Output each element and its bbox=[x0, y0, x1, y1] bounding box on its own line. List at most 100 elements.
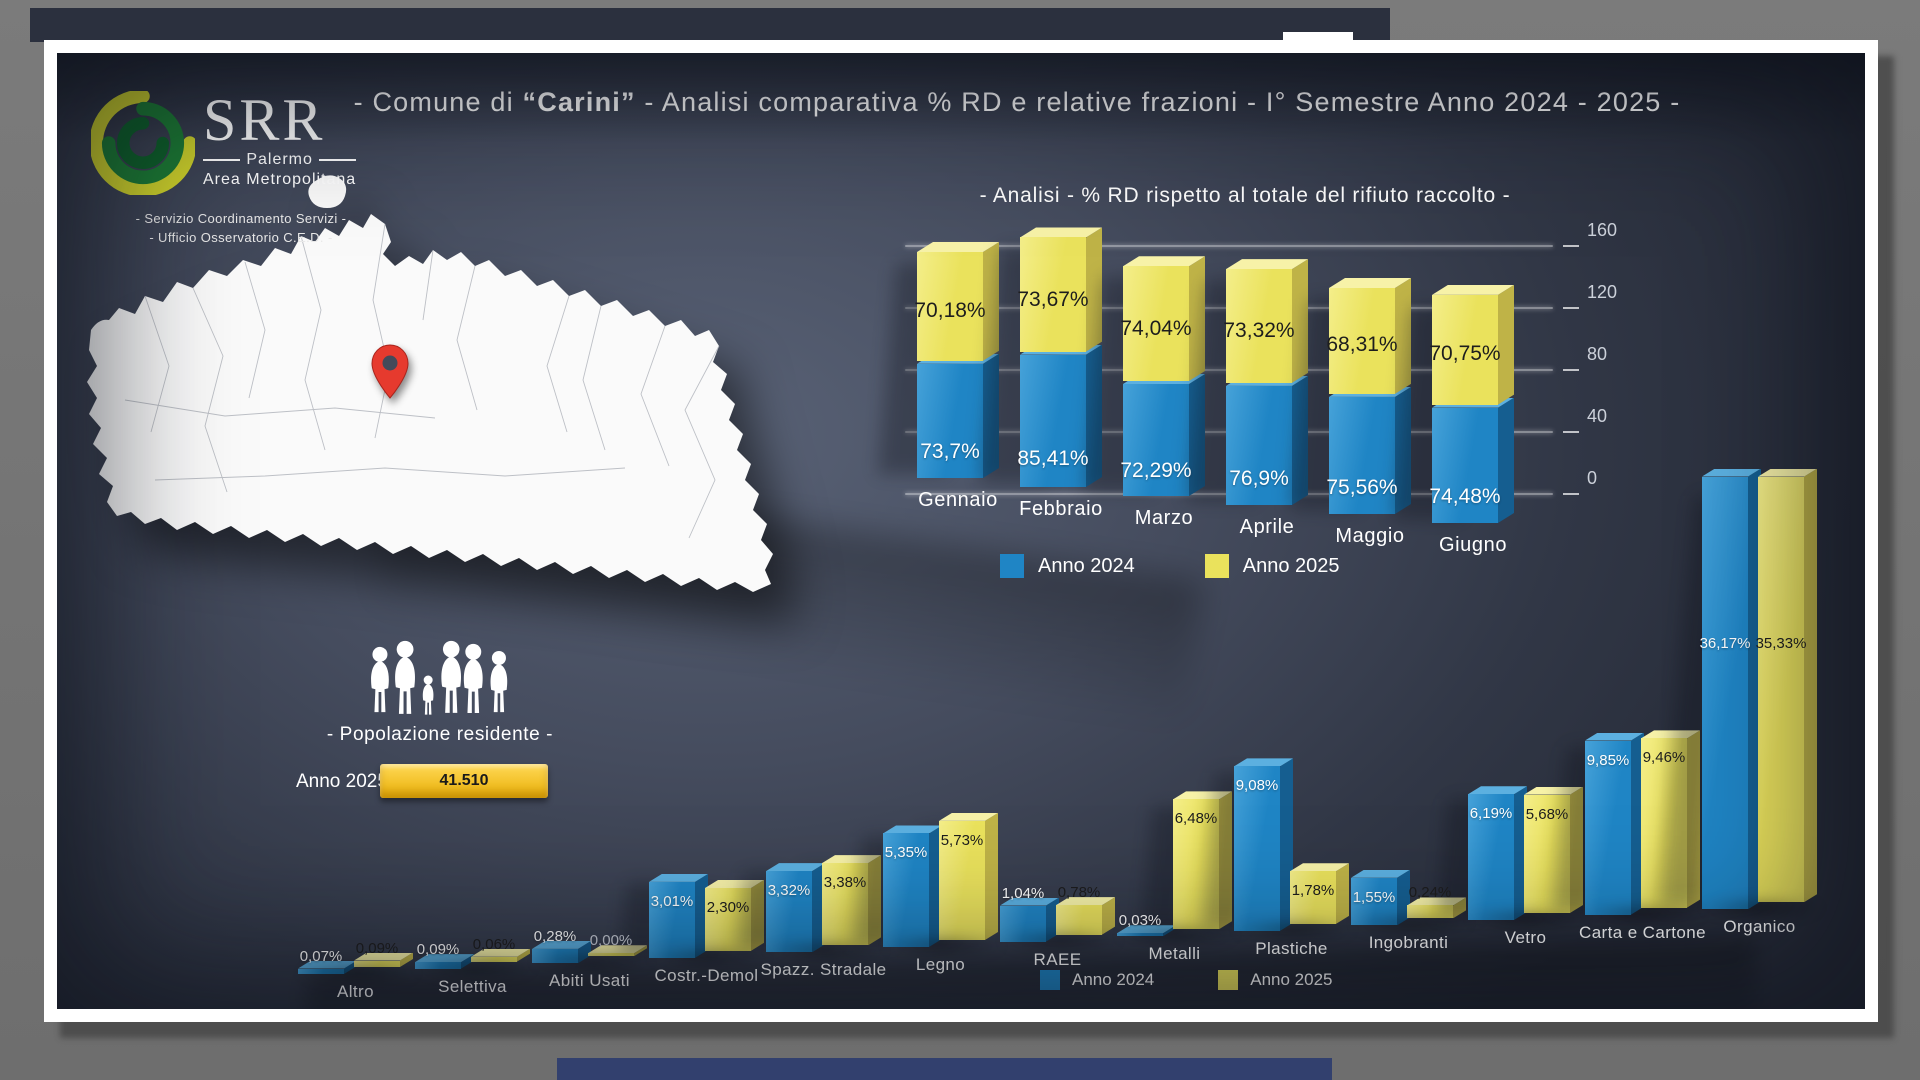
bar-anno-2024-front bbox=[1123, 383, 1189, 496]
value-label-anno-2024: 72,29% bbox=[1120, 458, 1192, 482]
value-label-anno-2025: 0,00% bbox=[589, 932, 633, 950]
value-label-anno-2024: 1,55% bbox=[1352, 888, 1396, 906]
logo-area-metropolitana: Area Metropolitana bbox=[203, 171, 357, 188]
bar-anno-2025-top bbox=[354, 953, 413, 961]
value-label-anno-2025: 73,32% bbox=[1223, 319, 1295, 343]
bar-anno-2024-side bbox=[929, 825, 942, 947]
bar-anno-2025-front bbox=[1020, 237, 1086, 352]
category-label: Costr.-Demol bbox=[654, 965, 759, 985]
family-silhouette-icon bbox=[371, 640, 508, 715]
bar-anno-2025-side bbox=[1687, 730, 1700, 907]
bar-anno-2025-top bbox=[917, 242, 999, 252]
bar-anno-2024-side bbox=[983, 354, 999, 478]
bar-anno-2025-front bbox=[1758, 476, 1804, 903]
bar-anno-2024-side bbox=[1280, 758, 1293, 930]
bar-anno-2024-front bbox=[883, 833, 929, 947]
bar-anno-2025-front bbox=[917, 252, 983, 361]
month-group-Marzo: 72,29% 74,04% Marzo bbox=[1083, 253, 1205, 529]
bar-anno-2025-front bbox=[1226, 269, 1292, 383]
fraction-group-Costr.-Demol: 3,01% 2,30% Costr.-Demol bbox=[619, 864, 764, 985]
value-label-anno-2025: 3,38% bbox=[823, 874, 867, 892]
category-label: Ingobranti bbox=[1368, 933, 1449, 953]
logo-subline-2: - Ufficio Osservatorio C.E.D. - bbox=[149, 230, 333, 245]
bar-anno-2024-front bbox=[1702, 476, 1748, 910]
bar-anno-2025-top bbox=[1290, 863, 1349, 871]
group-shadow bbox=[858, 931, 1028, 961]
population-value-bar: 41.510 bbox=[380, 764, 548, 798]
bottom-chart: 0,07% 0,09% Altro 0,09% 0,06% Selettiva 0,28% 0… bbox=[57, 53, 1865, 1009]
category-label: Marzo bbox=[1134, 507, 1194, 529]
value-label-anno-2024: 36,17% bbox=[1699, 634, 1751, 652]
category-label: Legno bbox=[915, 955, 966, 974]
value-label-anno-2025: 35,33% bbox=[1755, 634, 1807, 652]
location-pin-icon bbox=[371, 344, 409, 399]
category-label: Aprile bbox=[1239, 516, 1295, 538]
bar-anno-2024-front bbox=[1020, 354, 1086, 487]
value-label-anno-2024: 3,32% bbox=[767, 882, 811, 900]
bar-anno-2024-side bbox=[1189, 374, 1205, 496]
category-label: Abiti Usati bbox=[549, 971, 630, 991]
value-label-anno-2025: 9,46% bbox=[1642, 749, 1686, 767]
gridline-160 bbox=[905, 245, 1553, 247]
value-label-anno-2024: 1,04% bbox=[1001, 884, 1045, 902]
bar-anno-2024-front bbox=[649, 881, 695, 958]
bar-anno-2025-top bbox=[471, 949, 530, 957]
bar-anno-2024-top bbox=[1351, 870, 1410, 878]
group-shadow bbox=[1677, 893, 1847, 924]
bar-anno-2025-top bbox=[1020, 227, 1102, 237]
bar-anno-2025-top bbox=[1641, 730, 1700, 738]
legend-swatch-anno-2025 bbox=[1204, 554, 1229, 578]
map-palermo-metropolitan-area bbox=[85, 170, 775, 605]
bar-anno-2025-front bbox=[1290, 871, 1336, 924]
bar-anno-2025-side bbox=[1804, 469, 1817, 903]
bar-anno-2025-top bbox=[1056, 897, 1115, 905]
bar-anno-2024-side bbox=[1397, 870, 1410, 926]
month-group-Febbraio: 85,41% 73,67% Febbraio bbox=[979, 224, 1102, 520]
group-shadow bbox=[1443, 904, 1613, 934]
value-label-anno-2024: 9,85% bbox=[1586, 751, 1630, 769]
value-label-anno-2024: 6,19% bbox=[1469, 805, 1513, 823]
top-chart-legend: Anno 2024 Anno 2025 bbox=[1000, 554, 1340, 578]
bar-anno-2024-side bbox=[1748, 469, 1761, 910]
bar-anno-2024-front bbox=[298, 968, 344, 974]
title-town: “Carini” bbox=[522, 87, 636, 117]
background-top-strip bbox=[30, 8, 1390, 42]
fraction-group-Ingobranti: 1,55% 0,24% Ingobranti bbox=[1351, 860, 1466, 952]
bar-anno-2025-top bbox=[1123, 256, 1205, 266]
tick-0 bbox=[1563, 493, 1579, 495]
bar-anno-2024-front bbox=[1468, 794, 1514, 920]
bar-anno-2024-top bbox=[1585, 733, 1644, 741]
category-label: Organico bbox=[1723, 917, 1796, 937]
value-label-anno-2024: 0,03% bbox=[1118, 912, 1162, 930]
bar-anno-2025-top bbox=[1226, 259, 1308, 269]
bar-anno-2024-side bbox=[1046, 898, 1059, 942]
group-shadow bbox=[624, 941, 794, 972]
bar-anno-2025-front bbox=[1123, 266, 1189, 381]
value-label-anno-2025: 2,30% bbox=[706, 898, 750, 916]
bar-anno-2025-side bbox=[1292, 259, 1308, 383]
category-label: RAEE bbox=[1033, 949, 1082, 969]
bar-anno-2024-side bbox=[1163, 925, 1176, 936]
slide-canvas: - Comune di “Carini” - Analisi comparati… bbox=[57, 53, 1865, 1009]
value-label-anno-2024: 85,41% bbox=[1017, 447, 1089, 471]
fraction-group-Metalli: 0,03% 6,48% Metalli bbox=[1117, 788, 1232, 963]
tick-80 bbox=[1563, 369, 1579, 371]
population-year-label: Anno 2025 bbox=[296, 771, 388, 792]
category-label: Altro bbox=[337, 982, 374, 1001]
bar-anno-2024-side bbox=[1631, 733, 1644, 915]
value-label-anno-2025: 0,78% bbox=[1057, 884, 1101, 902]
category-label: Vetro bbox=[1504, 928, 1547, 947]
category-label: Metalli bbox=[1148, 944, 1201, 964]
category-label: Gennaio bbox=[918, 489, 998, 511]
srr-logo: SRR Palermo Area Metropolitana - Servizi… bbox=[91, 90, 391, 247]
bar-anno-2025-top bbox=[1524, 787, 1583, 795]
value-label-anno-2024: 75,56% bbox=[1326, 475, 1398, 499]
value-label-anno-2025: 0,09% bbox=[355, 939, 399, 957]
bar-anno-2024-front bbox=[917, 363, 983, 478]
bar-anno-2024-side bbox=[1498, 398, 1514, 523]
value-label-anno-2025: 74,04% bbox=[1120, 316, 1192, 340]
bottom-chart-legend: Anno 2024 Anno 2025 bbox=[1040, 970, 1333, 990]
top-shading bbox=[57, 53, 1865, 143]
group-shadow bbox=[390, 952, 560, 983]
